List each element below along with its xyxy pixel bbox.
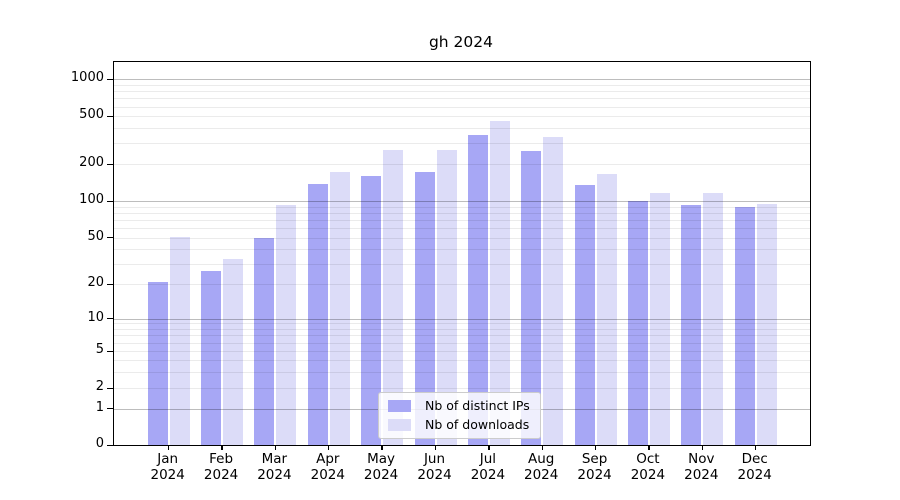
- bar-downloads: [543, 137, 564, 445]
- bar-distinct-ips: [361, 175, 382, 445]
- bar-distinct-ips: [254, 237, 275, 445]
- y-tick-label: 0: [95, 436, 104, 451]
- bar-downloads: [169, 236, 190, 445]
- legend-label-distinct-ips: Nb of distinct IPs: [425, 398, 530, 413]
- x-tick-mark: [168, 445, 170, 450]
- x-tick-mark: [221, 445, 223, 450]
- minor-gridline: [114, 116, 810, 118]
- y-tick-label: 2: [95, 379, 104, 394]
- y-tick-mark: [107, 200, 113, 202]
- x-tick-label: Feb 2024: [203, 451, 239, 483]
- y-tick-mark: [107, 408, 113, 410]
- y-tick-mark: [107, 115, 113, 118]
- x-tick-label: Jul 2024: [470, 451, 506, 483]
- x-tick-mark: [541, 445, 543, 450]
- y-tick-label: 5: [95, 342, 104, 357]
- bar-downloads: [329, 172, 350, 445]
- x-tick-label: Apr 2024: [310, 451, 345, 483]
- y-tick-label: 200: [79, 155, 104, 171]
- legend-label-downloads: Nb of downloads: [425, 417, 530, 432]
- bar-distinct-ips: [147, 281, 168, 445]
- y-tick-mark: [107, 237, 113, 239]
- x-tick-mark: [648, 445, 650, 450]
- bar-downloads: [223, 258, 244, 445]
- y-tick-label: 1: [95, 399, 104, 415]
- bar-downloads: [756, 204, 777, 445]
- y-tick-mark: [107, 78, 113, 81]
- legend-swatch-distinct-ips: [388, 400, 411, 412]
- minor-gridline: [114, 128, 810, 129]
- x-tick-mark: [594, 445, 597, 450]
- x-tick-label: Oct 2024: [630, 451, 666, 483]
- y-tick-mark: [107, 163, 113, 166]
- y-tick-mark: [107, 318, 113, 320]
- x-tick-mark: [488, 445, 490, 450]
- x-tick-label: May 2024: [363, 451, 399, 483]
- bar-distinct-ips: [681, 204, 702, 445]
- minor-gridline: [114, 84, 810, 86]
- bar-downloads: [489, 121, 510, 445]
- y-tick-label: 100: [79, 192, 104, 207]
- y-tick-label: 1000: [70, 70, 104, 86]
- bar-distinct-ips: [627, 201, 648, 445]
- bar-distinct-ips: [521, 151, 542, 445]
- bar-distinct-ips: [307, 183, 328, 445]
- y-tick-label: 500: [79, 107, 104, 123]
- legend-swatch-downloads: [388, 419, 411, 431]
- x-tick-label: Mar 2024: [257, 451, 292, 483]
- x-tick-mark: [755, 445, 757, 450]
- bar-downloads: [703, 193, 724, 445]
- legend-row: Nb of distinct IPs: [388, 399, 530, 413]
- minor-gridline: [114, 106, 810, 108]
- x-tick-label: Sep 2024: [577, 451, 612, 483]
- y-tick-mark: [107, 387, 113, 389]
- bar-downloads: [436, 149, 457, 445]
- legend-row: Nb of downloads: [388, 418, 530, 432]
- y-tick-mark: [107, 283, 113, 285]
- x-tick-label: Nov 2024: [684, 451, 719, 483]
- minor-gridline: [114, 143, 810, 145]
- bar-downloads: [649, 193, 670, 445]
- x-tick-mark: [381, 445, 383, 450]
- x-tick-mark: [701, 445, 703, 450]
- bar-distinct-ips: [414, 171, 435, 445]
- x-tick-label: Jun 2024: [417, 451, 452, 483]
- y-tick-label: 10: [87, 309, 104, 325]
- x-tick-label: Jan 2024: [150, 451, 185, 483]
- y-tick-mark: [107, 350, 113, 352]
- bar-distinct-ips: [574, 185, 595, 445]
- minor-gridline: [114, 164, 810, 166]
- x-tick-label: Aug 2024: [524, 451, 559, 483]
- bar-distinct-ips: [734, 207, 755, 445]
- bar-distinct-ips: [467, 134, 488, 445]
- legend: Nb of distinct IPs Nb of downloads: [378, 392, 541, 439]
- major-gridline: [114, 79, 810, 81]
- bar-downloads: [276, 205, 297, 445]
- bar-downloads: [383, 150, 404, 445]
- x-tick-mark: [434, 445, 437, 450]
- plot-area: Nb of distinct IPs Nb of downloads: [107, 61, 811, 450]
- minor-gridline: [114, 98, 810, 100]
- bar-downloads: [596, 173, 617, 445]
- x-tick-mark: [328, 445, 330, 450]
- minor-gridline: [114, 91, 810, 93]
- y-tick-label: 50: [87, 228, 104, 244]
- y-tick-mark: [107, 444, 113, 446]
- x-tick-label: Dec 2024: [737, 451, 772, 483]
- x-tick-mark: [274, 445, 277, 450]
- chart-title: gh 2024: [428, 33, 494, 51]
- y-tick-label: 20: [87, 275, 104, 290]
- bar-distinct-ips: [201, 270, 222, 445]
